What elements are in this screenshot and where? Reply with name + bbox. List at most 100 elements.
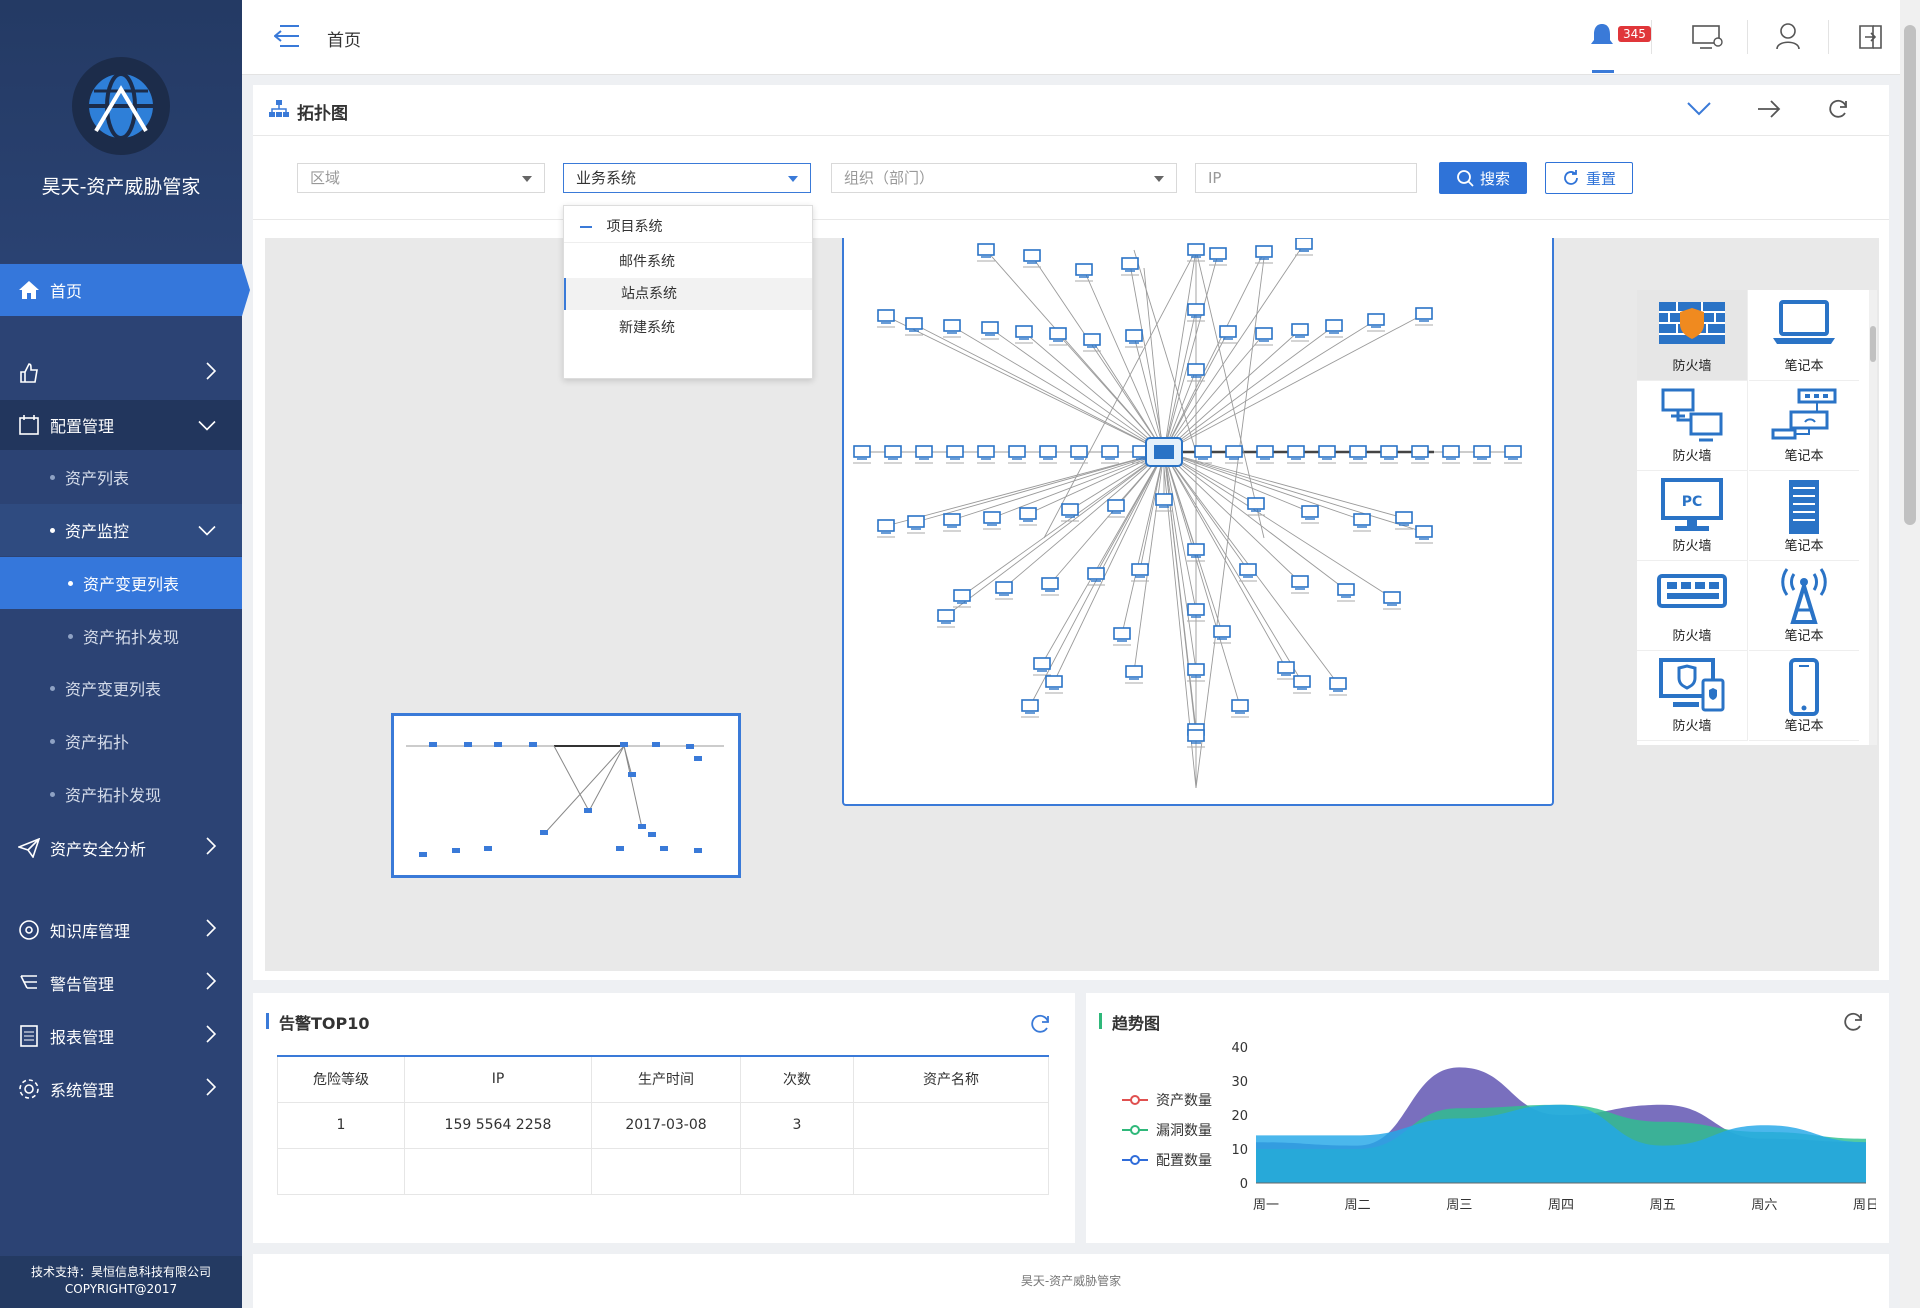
topology-node[interactable] bbox=[1247, 497, 1265, 516]
palette-scroll-thumb[interactable] bbox=[1870, 326, 1876, 362]
nav-knowledge[interactable]: 知识库管理 bbox=[0, 904, 242, 956]
nav-asset-topology[interactable]: 资产拓扑 bbox=[0, 715, 242, 767]
ip-input[interactable]: IP bbox=[1195, 163, 1417, 193]
topology-node[interactable] bbox=[995, 581, 1013, 600]
topology-node[interactable] bbox=[1125, 665, 1143, 684]
dropdown-option-hovered[interactable]: 站点系统 bbox=[564, 278, 812, 310]
topology-node[interactable] bbox=[1039, 445, 1057, 464]
palette-item[interactable]: 防火墙 bbox=[1637, 560, 1748, 651]
table-row[interactable] bbox=[277, 1147, 1049, 1195]
table-row[interactable]: 1 159 5564 2258 2017-03-08 3 bbox=[277, 1101, 1049, 1149]
topology-node[interactable] bbox=[1213, 625, 1231, 644]
logout-icon[interactable] bbox=[1857, 24, 1883, 54]
topology-node[interactable] bbox=[1019, 507, 1037, 526]
topology-node[interactable] bbox=[1070, 445, 1088, 464]
palette-item[interactable]: 防火墙 bbox=[1637, 650, 1748, 741]
legend-item[interactable]: 资产数量 bbox=[1122, 1085, 1212, 1115]
topology-node[interactable] bbox=[1415, 307, 1433, 326]
topology-node[interactable] bbox=[1337, 583, 1355, 602]
topology-node[interactable] bbox=[1131, 563, 1149, 582]
nav-asset-list[interactable]: 资产列表 bbox=[0, 451, 242, 503]
topology-node[interactable] bbox=[1367, 313, 1385, 332]
palette-item[interactable]: 防火墙 bbox=[1637, 290, 1748, 381]
topology-node[interactable] bbox=[953, 589, 971, 608]
topology-node[interactable] bbox=[1155, 493, 1173, 512]
topology-node[interactable] bbox=[853, 445, 871, 464]
reset-button[interactable]: 重置 bbox=[1545, 162, 1633, 194]
topology-node[interactable] bbox=[1187, 603, 1205, 622]
topology-node[interactable] bbox=[1349, 445, 1367, 464]
org-select[interactable]: 组织（部门） bbox=[831, 163, 1177, 193]
topology-node[interactable] bbox=[1121, 257, 1139, 276]
topology-node[interactable] bbox=[1318, 445, 1336, 464]
topology-node[interactable] bbox=[1045, 675, 1063, 694]
topology-node[interactable] bbox=[1187, 243, 1205, 262]
topology-node[interactable] bbox=[907, 515, 925, 534]
palette-item[interactable]: 笔记本 bbox=[1749, 470, 1859, 561]
page-scroll-thumb[interactable] bbox=[1904, 25, 1916, 525]
topology-node[interactable] bbox=[981, 321, 999, 340]
topology-node[interactable] bbox=[937, 609, 955, 628]
nav-thumbs[interactable] bbox=[0, 348, 242, 398]
region-select[interactable]: 区域 bbox=[297, 163, 545, 193]
topology-node[interactable] bbox=[1301, 505, 1319, 524]
topology-node[interactable] bbox=[1075, 263, 1093, 282]
topology-minimap[interactable] bbox=[391, 713, 741, 878]
topology-node[interactable] bbox=[1087, 567, 1105, 586]
palette-item[interactable]: 防火墙 bbox=[1637, 380, 1748, 471]
topology-node[interactable] bbox=[1277, 661, 1295, 680]
topology-node[interactable] bbox=[905, 317, 923, 336]
legend-item[interactable]: 漏洞数量 bbox=[1122, 1115, 1212, 1145]
topology-node[interactable] bbox=[1083, 333, 1101, 352]
user-icon[interactable] bbox=[1775, 22, 1801, 54]
topology-node[interactable] bbox=[1187, 543, 1205, 562]
topology-canvas[interactable]: 防火墙 笔记本 防火墙 笔记本 PC 防火墙 笔记本 防火墙 笔记本 防火墙 笔记本 bbox=[265, 238, 1879, 971]
nav-system[interactable]: 系统管理 bbox=[0, 1063, 242, 1115]
topology-node[interactable] bbox=[1194, 445, 1212, 464]
collapse-minus-icon[interactable] bbox=[580, 226, 592, 228]
topology-node[interactable] bbox=[1061, 503, 1079, 522]
nav-home[interactable]: 首页 bbox=[0, 264, 242, 316]
topology-node[interactable] bbox=[1329, 677, 1347, 696]
topology-node[interactable] bbox=[1113, 627, 1131, 646]
topology-node[interactable] bbox=[1383, 591, 1401, 610]
topology-node[interactable] bbox=[1125, 329, 1143, 348]
refresh-icon[interactable] bbox=[1029, 1013, 1051, 1039]
topology-node[interactable] bbox=[1187, 729, 1205, 748]
topology-node[interactable] bbox=[1353, 513, 1371, 532]
arrow-right-icon[interactable] bbox=[1757, 99, 1781, 123]
topology-node[interactable] bbox=[1293, 675, 1311, 694]
topology-node[interactable] bbox=[946, 445, 964, 464]
topology-node[interactable] bbox=[1101, 445, 1119, 464]
topology-node[interactable] bbox=[1442, 445, 1460, 464]
topology-core-node[interactable] bbox=[1145, 437, 1183, 467]
topology-node[interactable] bbox=[1023, 249, 1041, 268]
palette-item[interactable]: 笔记本 bbox=[1749, 290, 1859, 381]
refresh-icon[interactable] bbox=[1827, 98, 1849, 124]
topology-node[interactable] bbox=[1107, 499, 1125, 518]
topology-node[interactable] bbox=[983, 511, 1001, 530]
topology-node[interactable] bbox=[943, 513, 961, 532]
nav-asset-change-list[interactable]: 资产变更列表 bbox=[0, 662, 242, 714]
topology-node[interactable] bbox=[1041, 577, 1059, 596]
topology-node[interactable] bbox=[1291, 323, 1309, 342]
search-button[interactable]: 搜索 bbox=[1439, 162, 1527, 194]
topology-node[interactable] bbox=[977, 445, 995, 464]
topology-node[interactable] bbox=[1239, 563, 1257, 582]
palette-item[interactable]: 笔记本 bbox=[1749, 380, 1859, 471]
nav-security-analysis[interactable]: 资产安全分析 bbox=[0, 822, 242, 874]
topology-node[interactable] bbox=[1008, 445, 1026, 464]
legend-item[interactable]: 配置数量 bbox=[1122, 1145, 1212, 1175]
topology-node[interactable] bbox=[1225, 445, 1243, 464]
dropdown-option[interactable]: 邮件系统 bbox=[619, 254, 675, 270]
topology-node[interactable] bbox=[877, 309, 895, 328]
page-scrollbar[interactable] bbox=[1900, 0, 1920, 1308]
topology-node[interactable] bbox=[1295, 238, 1313, 256]
topology-node[interactable] bbox=[1411, 445, 1429, 464]
topology-node[interactable] bbox=[1325, 319, 1343, 338]
topology-node[interactable] bbox=[1015, 325, 1033, 344]
palette-item[interactable]: PC 防火墙 bbox=[1637, 470, 1748, 561]
dropdown-group[interactable]: 项目系统 bbox=[564, 212, 812, 243]
topology-node[interactable] bbox=[1504, 445, 1522, 464]
topology-node[interactable] bbox=[1291, 575, 1309, 594]
